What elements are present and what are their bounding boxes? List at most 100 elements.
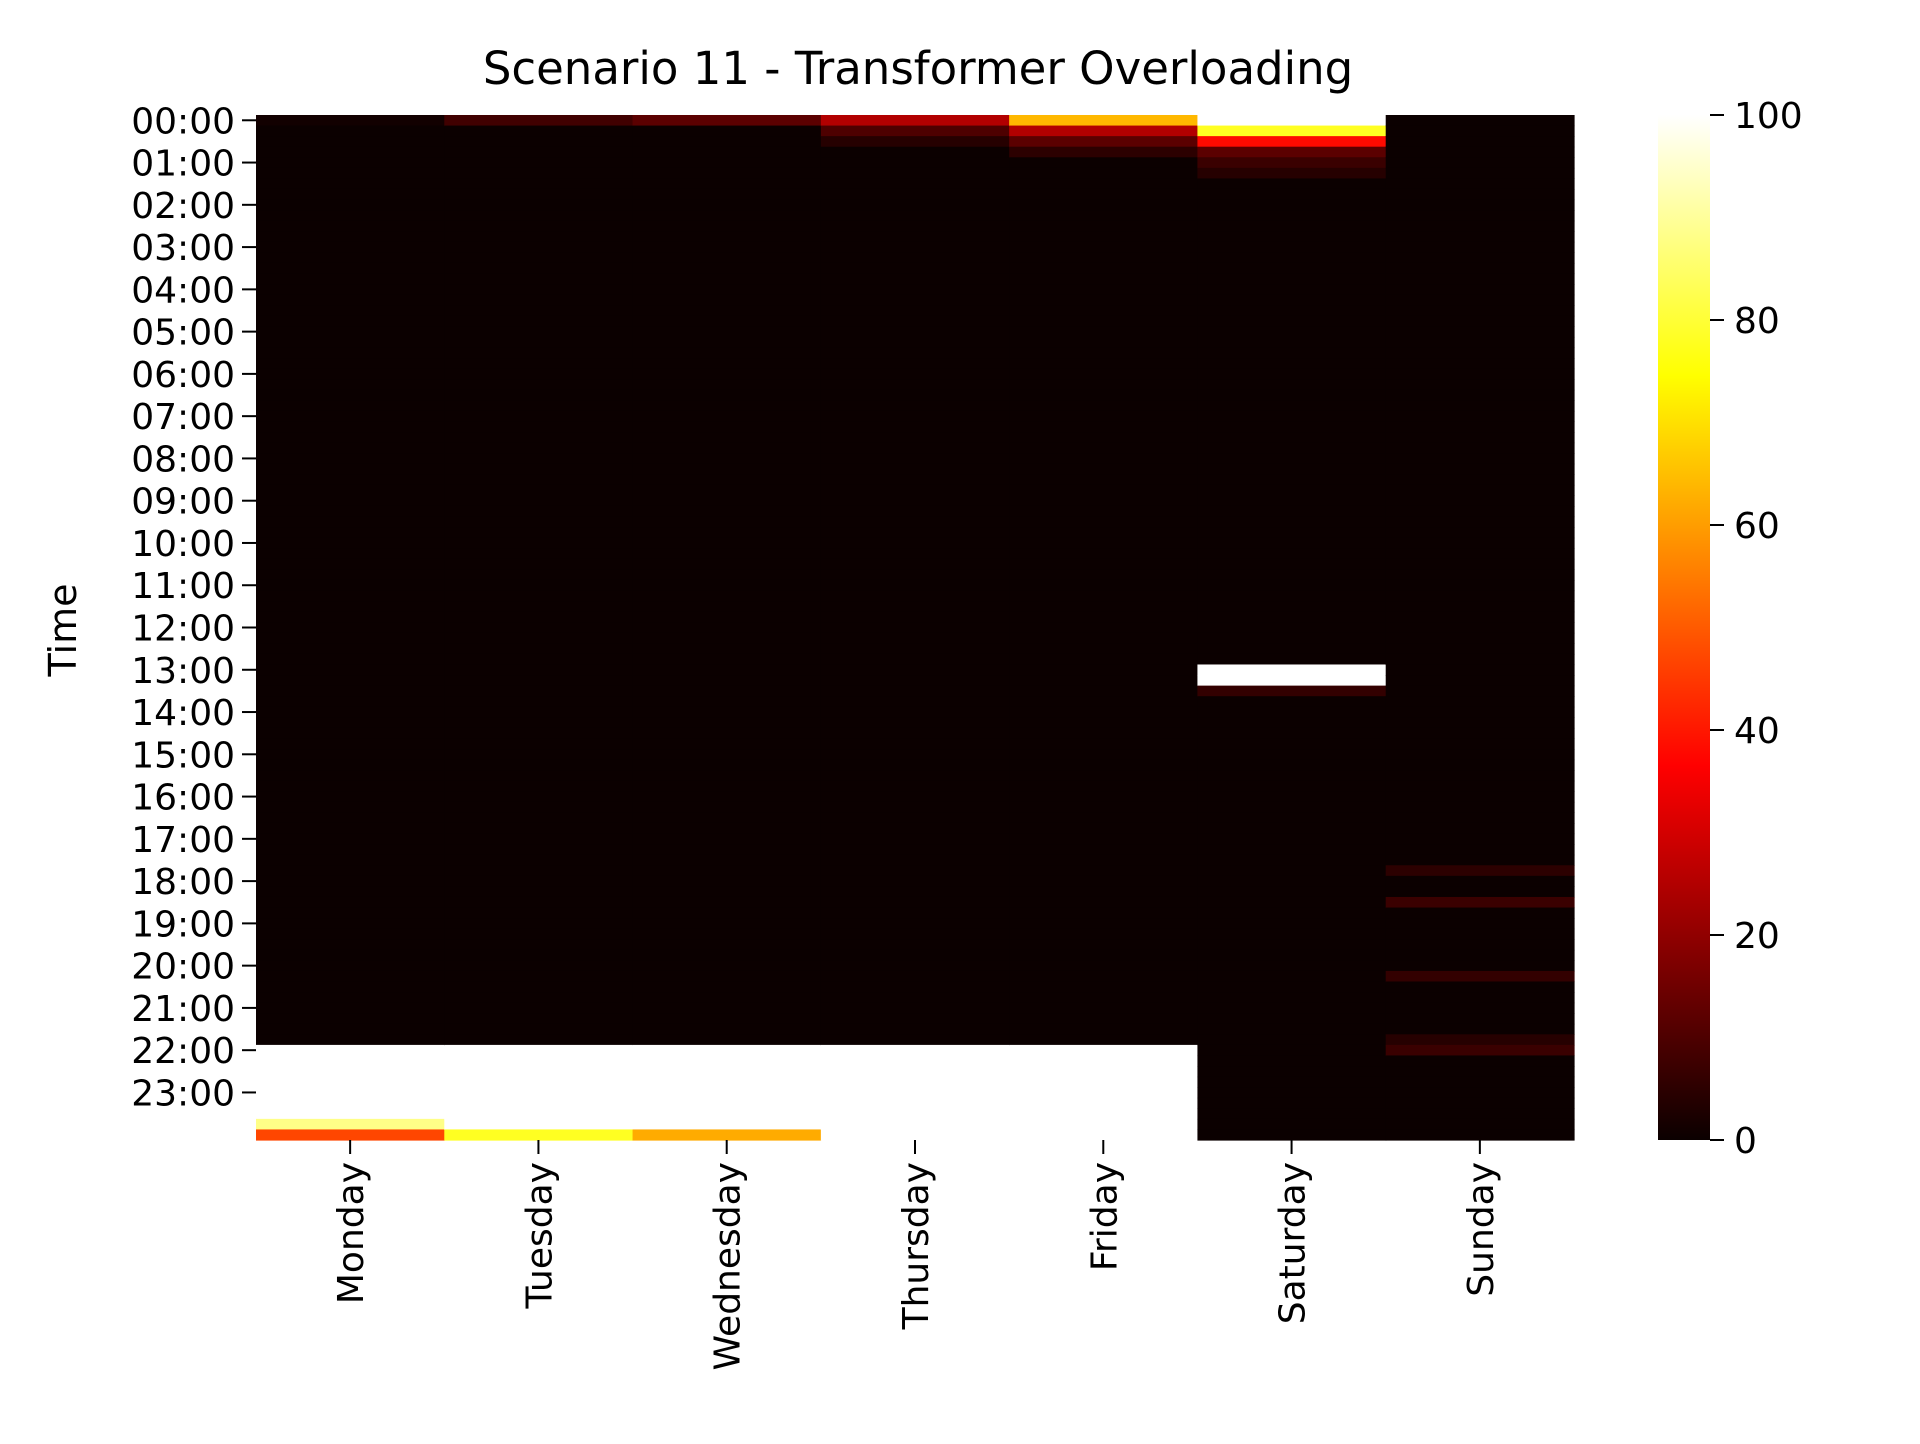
heatmap-cell — [256, 410, 445, 423]
heatmap-cell — [820, 474, 1010, 486]
heatmap-cell — [1009, 970, 1199, 983]
heatmap-cell — [632, 749, 822, 761]
heatmap-cell — [1197, 421, 1387, 433]
heatmap-cell — [1009, 1002, 1199, 1014]
heatmap-cell — [1009, 981, 1199, 993]
heatmap-cell — [820, 1023, 1010, 1035]
heatmap-cell — [444, 1108, 634, 1120]
colorbar-tick-label: 100 — [1734, 96, 1803, 137]
heatmap-cell — [1009, 442, 1199, 454]
heatmap-cell — [632, 949, 822, 961]
heatmap-cell — [820, 1066, 1010, 1078]
heatmap-cell — [1385, 727, 1575, 740]
heatmap-cell — [1385, 1118, 1575, 1131]
heatmap-cell — [256, 1055, 445, 1067]
heatmap-cell — [444, 696, 634, 708]
heatmap-cell — [444, 1055, 634, 1067]
heatmap-cell — [820, 1002, 1010, 1014]
heatmap-cell — [632, 928, 822, 940]
heatmap-cell — [256, 1013, 445, 1025]
heatmap-cell — [1009, 315, 1199, 327]
heatmap-cell — [1385, 928, 1575, 940]
heatmap-cell — [256, 960, 445, 972]
heatmap-cell — [444, 1066, 634, 1078]
heatmap-cell — [1009, 421, 1199, 433]
x-tick-label-wednesday: Wednesday — [708, 1162, 749, 1370]
heatmap-cell — [444, 854, 634, 866]
heatmap-cell — [256, 675, 445, 687]
heatmap-cell — [1197, 167, 1387, 180]
heatmap-cell — [1385, 516, 1575, 528]
heatmap-cell — [820, 125, 1010, 137]
heatmap-cell — [1009, 157, 1199, 169]
heatmap-cell — [1009, 210, 1199, 222]
heatmap-cell — [1197, 632, 1387, 644]
heatmap-cell — [1009, 1129, 1199, 1141]
heatmap-cell — [1009, 453, 1199, 465]
heatmap-cell — [444, 949, 634, 961]
heatmap-cell — [1385, 579, 1575, 592]
colorbar-ticks: 0 20 40 60 80 100 — [1710, 96, 1803, 1162]
heatmap-cell — [820, 1108, 1010, 1120]
heatmap-cell — [820, 770, 1010, 782]
heatmap-cell — [256, 1097, 445, 1109]
heatmap-cell — [1197, 791, 1387, 803]
heatmap-cell — [632, 1097, 822, 1109]
heatmap-cell — [1197, 548, 1387, 560]
heatmap-cell — [1197, 1118, 1387, 1131]
heatmap-cell — [1385, 717, 1575, 729]
heatmap-cell — [1385, 812, 1575, 824]
heatmap-cell — [820, 400, 1010, 412]
heatmap-cell — [1197, 1087, 1387, 1099]
heatmap-cell — [256, 115, 445, 127]
heatmap-cell — [1009, 358, 1199, 370]
heatmap-cell — [1197, 822, 1387, 835]
heatmap-cell — [1009, 611, 1199, 623]
heatmap-cell — [1009, 115, 1199, 127]
heatmap-cell — [444, 1023, 634, 1035]
heatmap-cell — [256, 379, 445, 391]
heatmap-cell — [632, 125, 822, 137]
heatmap-cell — [256, 706, 445, 718]
heatmap-cell — [1385, 136, 1575, 148]
heatmap-cell — [256, 347, 445, 359]
heatmap-cell — [444, 717, 634, 729]
heatmap-cell — [632, 410, 822, 423]
heatmap-cell — [632, 294, 822, 306]
heatmap-cell — [444, 1118, 634, 1131]
heatmap-cell — [820, 1044, 1010, 1057]
x-tick-label-thursday: Thursday — [896, 1162, 937, 1330]
heatmap-cell — [444, 791, 634, 803]
heatmap-cell — [820, 822, 1010, 835]
heatmap-cell — [1197, 1044, 1387, 1057]
heatmap-cell — [1009, 125, 1199, 137]
heatmap-cell — [820, 685, 1010, 697]
heatmap-cell — [820, 241, 1010, 253]
heatmap-cell — [256, 358, 445, 370]
heatmap-cell — [444, 865, 634, 877]
heatmap-cell — [1197, 115, 1387, 127]
heatmap-cell — [632, 1066, 822, 1078]
heatmap-cell — [256, 970, 445, 983]
heatmap-cell — [1385, 389, 1575, 401]
heatmap-cell — [632, 347, 822, 359]
heatmap-cell — [256, 992, 445, 1004]
heatmap-cell — [820, 442, 1010, 454]
heatmap-cell — [632, 474, 822, 486]
heatmap-cell — [1009, 875, 1199, 887]
heatmap-cell — [1197, 960, 1387, 972]
heatmap-cell — [444, 749, 634, 761]
heatmap-cell — [256, 252, 445, 264]
heatmap-cell — [1197, 981, 1387, 993]
heatmap-cell — [444, 252, 634, 264]
heatmap-cell — [820, 167, 1010, 180]
heatmap-cell — [444, 336, 634, 349]
heatmap-cell — [444, 558, 634, 570]
heatmap-cell — [256, 844, 445, 856]
heatmap-cell — [632, 167, 822, 180]
heatmap-cell — [1385, 632, 1575, 644]
heatmap-cell — [256, 801, 445, 814]
heatmap-cell — [1009, 907, 1199, 919]
heatmap-cell — [256, 622, 445, 634]
heatmap-cell — [1385, 178, 1575, 190]
